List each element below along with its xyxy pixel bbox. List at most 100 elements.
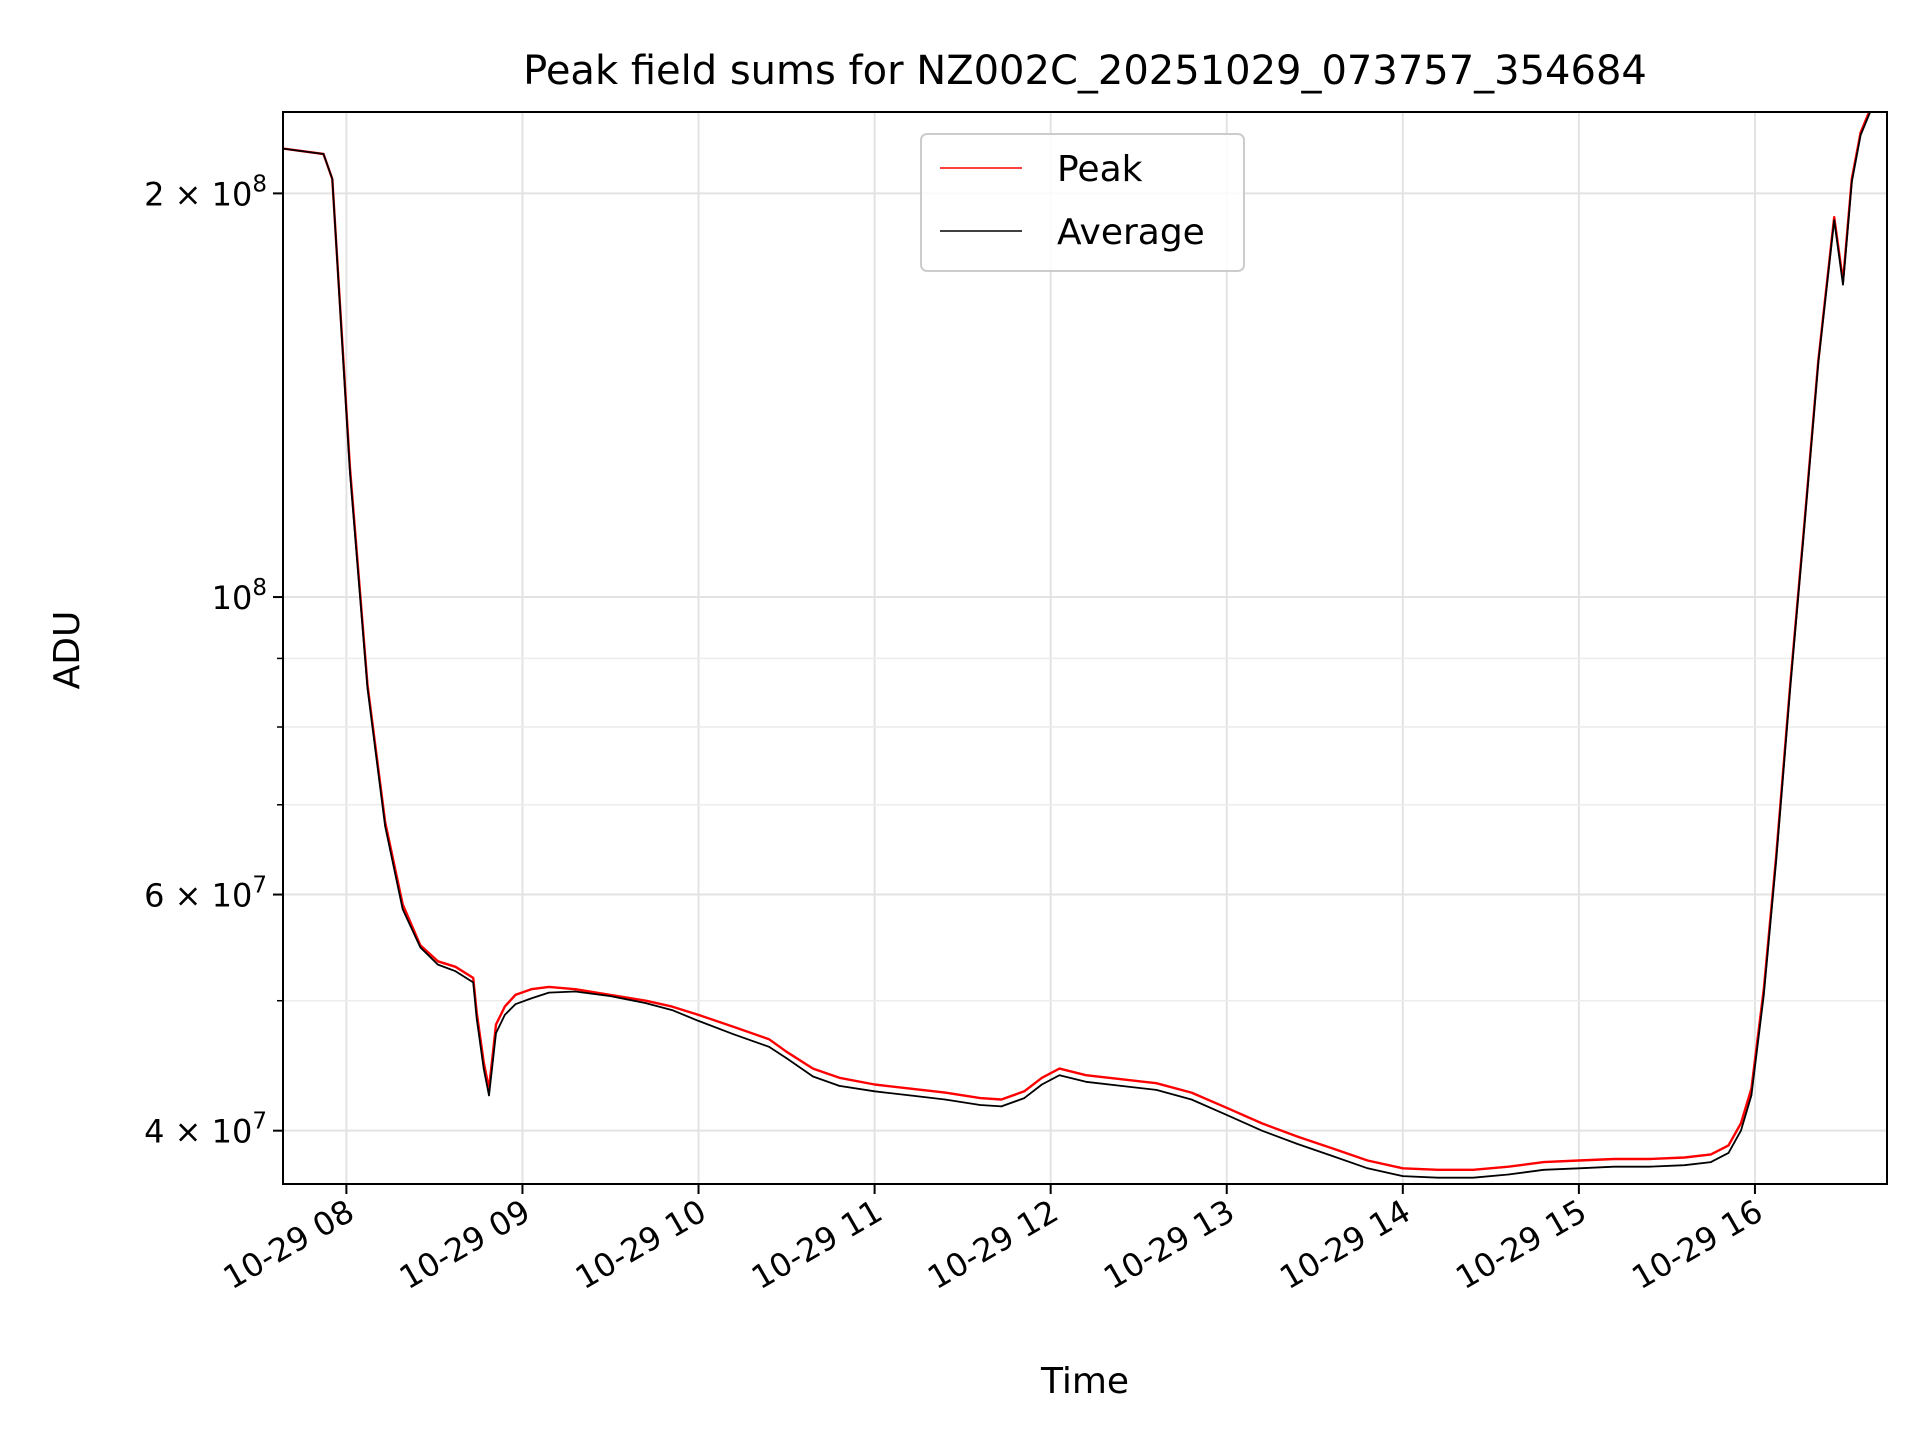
data-point-average [1085,1081,1087,1083]
data-point-average [1851,181,1853,183]
data-point-average [331,178,334,180]
data-point-peak [1472,1169,1474,1171]
data-point-average [909,1094,911,1097]
data-point-average [979,1104,981,1106]
data-point-peak [909,1087,911,1090]
y-tick-label: 6 × 107 [144,873,267,915]
data-point-peak [1366,1159,1369,1162]
data-point-peak [548,986,550,988]
data-point-average [1041,1083,1043,1086]
data-point-average [1120,1085,1122,1087]
data-point-peak [574,988,577,990]
data-point-average [873,1090,876,1093]
data-point-average [785,1057,788,1059]
data-point-average [1613,1165,1615,1168]
data-point-peak [1613,1158,1615,1160]
data-point-average [697,1020,700,1022]
data-point-average [1261,1129,1263,1132]
data-point-average [1225,1114,1228,1116]
data-point-average [812,1075,814,1078]
data-point-average [1842,283,1844,286]
data-point-peak [671,1005,673,1008]
data-point-average [514,1003,517,1005]
data-point-peak [1542,1161,1545,1163]
data-point-peak [812,1067,814,1070]
data-point-peak [944,1091,946,1094]
series-line-average [283,112,1872,1179]
data-point-average [1740,1129,1742,1132]
data-point-average [1472,1176,1474,1179]
data-point-peak [472,977,475,979]
data-point-average [322,153,325,155]
data-point-peak [1578,1159,1580,1162]
data-point-average [944,1098,946,1101]
data-point-average [1578,1167,1580,1170]
data-point-average [1803,527,1805,530]
data-point-peak [1225,1107,1228,1109]
data-point-peak [1648,1158,1651,1160]
data-point-average [1750,1094,1753,1097]
data-point-peak [1437,1169,1439,1171]
data-point-average [1817,362,1820,364]
data-point-peak [873,1083,876,1086]
data-point-average [349,471,351,473]
data-point-peak [1507,1165,1510,1168]
y-axis-label: ADU [47,611,88,690]
data-point-average [1710,1161,1712,1163]
data-point-average [1000,1105,1003,1108]
legend: Peak Average [920,133,1245,272]
data-series [283,112,1872,1179]
data-point-average [548,991,550,994]
grid-lines [283,112,1887,1184]
data-point-peak [785,1051,788,1053]
data-point-peak [732,1026,735,1028]
y-tick-label: 108 [212,575,267,617]
data-point-peak [1058,1067,1061,1070]
data-point-average [1833,219,1835,221]
data-point-peak [1402,1167,1404,1170]
data-point-average [644,1002,647,1004]
data-point-average [1859,134,1862,136]
data-point-average [671,1009,673,1011]
data-point-peak [1296,1135,1298,1138]
plot-area-frame [282,111,1888,1185]
data-point-average [1542,1169,1545,1171]
data-point-average [504,1014,506,1016]
data-point-average [1507,1173,1510,1176]
data-point-peak [1833,216,1835,218]
data-point-average [1789,687,1791,690]
data-point-average [768,1046,770,1048]
data-point-peak [697,1014,700,1016]
data-point-average [1331,1155,1334,1157]
data-point-average [530,997,533,1000]
data-point-average [1296,1143,1298,1145]
data-point-average [609,995,612,997]
data-point-peak [979,1097,981,1099]
data-point-peak [838,1077,841,1079]
data-point-average [574,990,577,993]
data-point-peak [1683,1156,1686,1159]
data-point-average [1763,994,1765,996]
legend-label-average: Average [1057,212,1205,253]
data-point-peak [1041,1077,1043,1079]
data-point-average [488,1094,490,1097]
legend-label-peak: Peak [1057,149,1143,190]
data-point-peak [437,960,439,963]
data-point-peak [1120,1078,1122,1080]
data-point-average [419,946,422,949]
data-point-peak [644,999,647,1002]
data-point-peak [1000,1098,1003,1101]
data-point-peak [1085,1074,1087,1076]
data-point-average [495,1032,497,1034]
data-point-average [1023,1097,1026,1099]
data-point-average [1366,1167,1369,1170]
data-point-peak [514,994,517,996]
data-point-peak [1740,1122,1742,1125]
data-point-average [437,963,439,966]
data-point-average [472,981,475,984]
data-point-peak [1190,1091,1193,1094]
x-axis-label: Time [1040,1361,1129,1402]
data-point-average [1155,1089,1158,1091]
data-point-peak [454,966,457,968]
